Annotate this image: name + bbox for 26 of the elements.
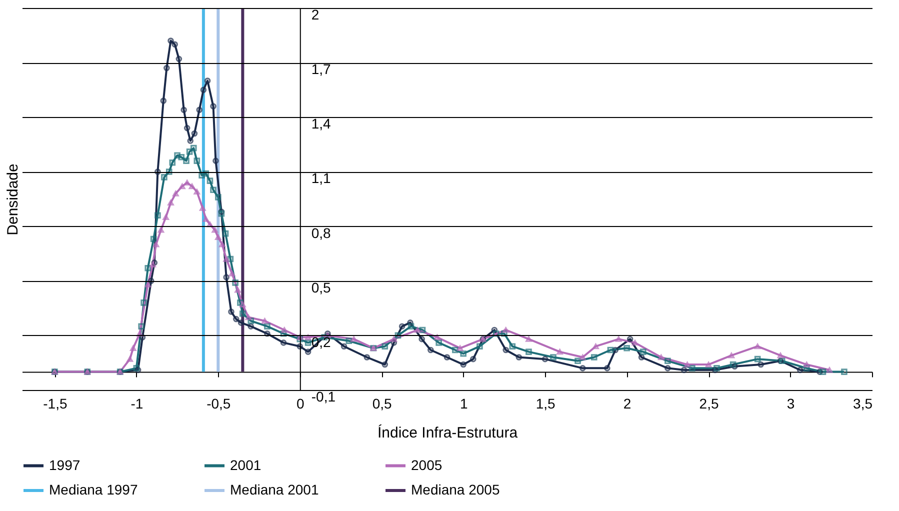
y-tick-label: 1,7 (311, 61, 332, 78)
y-tick-label: 1,4 (311, 116, 332, 132)
x-tick-label: 0 (296, 395, 304, 412)
legend-label: 2001 (230, 456, 262, 473)
x-tick-label: -1,5 (43, 395, 68, 412)
x-tick-label: -0,5 (206, 395, 231, 412)
y-axis-title: Densidade (4, 164, 22, 236)
legend-label: Mediana 1997 (49, 482, 138, 498)
x-tick-label: 0,5 (372, 395, 392, 412)
y-tick-label: 2 (311, 6, 320, 22)
x-tick-label: -1 (130, 395, 144, 412)
x-tick-label: 2,5 (699, 395, 719, 412)
legend-label: Mediana 2005 (411, 482, 500, 498)
y-tick-label: 0,8 (311, 224, 332, 241)
x-tick-label: 2 (623, 395, 632, 412)
legend-label: 1997 (49, 456, 80, 473)
y-tick-label: 0,5 (311, 279, 332, 296)
x-tick-label: 3,5 (853, 395, 873, 412)
x-tick-label: 1 (460, 395, 468, 412)
legend-label: 2005 (411, 456, 442, 473)
x-axis-title: Índice Infra-Estrutura (377, 423, 518, 442)
legend-label: Mediana 2001 (230, 482, 319, 498)
y-tick-label: 1,1 (311, 170, 332, 186)
x-tick-label: 3 (786, 395, 795, 412)
y-tick-label: -0,1 (311, 388, 336, 404)
x-tick-label: 1,5 (536, 395, 556, 412)
